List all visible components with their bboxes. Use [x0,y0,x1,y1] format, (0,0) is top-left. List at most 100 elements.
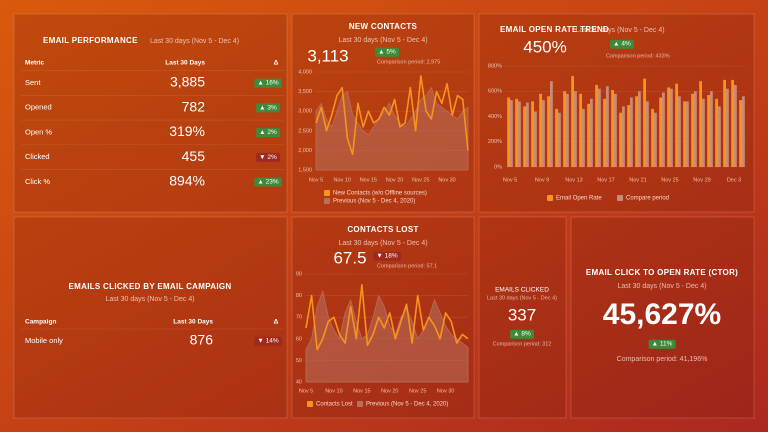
bar [539,93,542,167]
chart-title: CONTACTS LOST [347,225,418,234]
delta-badge-text: ▲ 4% [613,41,631,48]
row-label: Open % [25,127,52,136]
legend-label: Email Open Rate [556,196,602,202]
delta-badge [254,336,282,346]
comparison: Comparison period: 2,975 [377,59,440,65]
column-header: Δ [274,319,279,326]
x-tick-label: Nov 13 [565,177,582,183]
bar [531,101,534,167]
bar [659,97,662,167]
x-tick-label: Nov 5 [503,177,517,183]
bar [715,98,718,167]
x-tick-label: Nov 25 [409,388,426,394]
delta-badge [610,39,635,49]
delta-badge [375,47,400,57]
panel [13,13,288,213]
delta-badge-text: ▼ 18% [376,253,397,260]
bar [518,101,521,167]
y-tick-label: 50 [296,358,302,364]
row-value: 876 [190,332,214,348]
bar [686,101,689,167]
y-tick-label: 0% [494,164,502,170]
bar [526,102,529,167]
x-tick-label: Nov 29 [693,177,710,183]
widget-title: EMAILS CLICKED BY EMAIL CAMPAIGN [69,282,232,291]
delta-badge-text: ▲ 3% [259,104,277,111]
bar [667,87,670,167]
delta-badge [256,103,281,113]
legend-swatch [617,195,623,201]
bar [646,101,649,167]
y-tick-label: 80 [296,293,302,299]
x-tick-label: Nov 5 [299,388,313,394]
y-tick-label: 2,000 [298,148,312,154]
bar [582,108,585,167]
bar [723,79,726,167]
bar [683,101,686,167]
bar [718,106,721,167]
legend-swatch [324,198,330,204]
legend-label: Previous (Nov 5 - Dec 4, 2020) [366,402,448,408]
bar [550,81,553,167]
column-header: Last 30 Days [173,319,213,326]
row-label: Opened [25,103,52,112]
bar [563,91,566,167]
delta-badge [254,78,282,88]
y-tick-label: 800% [488,63,502,69]
x-tick-label: Nov 30 [438,177,455,183]
bar [675,83,678,167]
column-header: Δ [274,60,279,67]
x-tick-label: Nov 9 [535,177,549,183]
area [305,289,469,383]
x-tick-label: Nov 21 [629,177,646,183]
bar [534,111,537,167]
bar [651,108,654,167]
comparison: Comparison period: 57.1 [377,263,437,269]
bar [595,84,598,167]
line [305,284,469,351]
bar [598,88,601,167]
kpi-value: 450% [523,37,566,56]
kpi-value: 3,113 [307,46,348,65]
x-tick-label: Nov 25 [412,177,429,183]
y-tick-label: 90 [296,271,302,277]
y-tick-label: 70 [296,315,302,321]
x-tick-label: Nov 20 [386,177,403,183]
x-tick-label: Nov 25 [661,177,678,183]
bar [742,96,745,167]
bar [606,86,609,167]
delta-badge [256,152,281,162]
widget-subtitle: Last 30 days (Nov 5 - Dec 4) [150,38,239,45]
y-tick-label: 40 [296,379,302,385]
delta-badge-text: ▲ 23% [257,179,278,186]
delta-badge [510,329,535,339]
bar [614,93,617,167]
bar [574,91,577,167]
x-tick-label: Nov 10 [333,177,350,183]
panel [570,216,755,419]
legend-label: Compare period [626,196,669,202]
legend-label: Previous (Nov 5 - Dec 4, 2020) [333,199,415,205]
legend-swatch [307,401,313,407]
row-value: 3,885 [170,74,205,90]
bar [726,88,729,167]
chart-title: NEW CONTACTS [349,22,418,31]
x-tick-label: Nov 10 [325,388,342,394]
bar [510,100,513,167]
y-tick-label: 400% [488,114,502,120]
bar [702,98,705,167]
legend-label: Contacts Lost [316,402,353,408]
bar [558,112,561,167]
kpi-value: 67.5 [333,248,366,267]
bar [694,91,697,167]
y-tick-label: 1,500 [298,167,312,173]
row-label: Sent [25,78,41,87]
chart-subtitle: Last 30 days (Nov 5 - Dec 4) [575,27,664,34]
bar [603,98,606,167]
chart-subtitle: Last 30 days (Nov 5 - Dec 4) [338,37,427,44]
bar [547,96,550,167]
area [315,86,469,171]
widget-title: EMAIL PERFORMANCE [43,36,138,45]
y-tick-label: 60 [296,336,302,342]
